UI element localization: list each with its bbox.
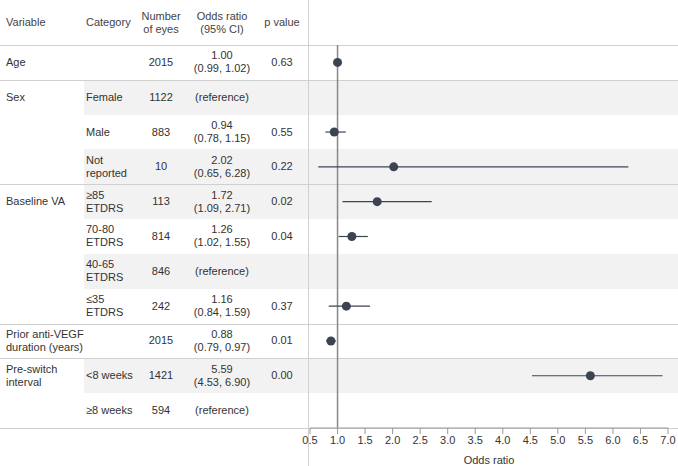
html-text:1421: 1421 bbox=[148, 369, 174, 382]
svg-text:7.0: 7.0 bbox=[660, 434, 670, 446]
html-text:(reference): (reference) bbox=[195, 404, 249, 417]
html-text:0.04: 0.04 bbox=[271, 230, 293, 242]
html-text:0.00: 0.00 bbox=[271, 369, 293, 382]
svg-text:2.0: 2.0 bbox=[385, 434, 400, 446]
html-text:(1.02, 1.55): (1.02, 1.55) bbox=[193, 236, 251, 249]
html-text:≥8 weeks: ≥8 weeks bbox=[86, 404, 133, 417]
html-text:Not reported: Not reported bbox=[86, 153, 127, 179]
html-text:5.59: 5.59 bbox=[211, 362, 233, 375]
html-text:Sex: Sex bbox=[6, 90, 25, 103]
svg-text:5.5: 5.5 bbox=[578, 434, 593, 446]
svg-text:6.0: 6.0 bbox=[605, 434, 620, 446]
html-text:(0.84, 1.59): (0.84, 1.59) bbox=[193, 306, 251, 319]
svg-text:5.0: 5.0 bbox=[550, 434, 565, 446]
svg-text:6.5: 6.5 bbox=[633, 434, 648, 446]
html-text:(reference): (reference) bbox=[195, 90, 249, 103]
html-text:113: 113 bbox=[152, 195, 170, 208]
svg-text:2.5: 2.5 bbox=[413, 434, 428, 446]
html-text:0.55: 0.55 bbox=[271, 125, 293, 138]
html-text:0.22: 0.22 bbox=[271, 160, 293, 173]
html-text:594: 594 bbox=[151, 404, 171, 417]
html-text:(1.09, 2.71): (1.09, 2.71) bbox=[193, 201, 251, 214]
svg-text:1.0: 1.0 bbox=[330, 434, 345, 446]
svg-text:Odds ratio: Odds ratio bbox=[464, 454, 515, 466]
html-text:(0.78, 1.15): (0.78, 1.15) bbox=[193, 132, 251, 144]
svg-text:4.0: 4.0 bbox=[495, 434, 510, 446]
html-text:0.94: 0.94 bbox=[211, 119, 233, 131]
html-text:Number of eyes: Number of eyes bbox=[141, 9, 181, 35]
html-text:≤35 ETDRS: ≤35 ETDRS bbox=[86, 293, 124, 319]
html-text:Female: Female bbox=[86, 90, 123, 103]
html-text:2015: 2015 bbox=[148, 334, 174, 347]
html-text:Male: Male bbox=[86, 125, 110, 138]
html-text:40-65 ETDRS: 40-65 ETDRS bbox=[86, 258, 124, 284]
html-text:Variable: Variable bbox=[6, 16, 46, 28]
html-text:0.37: 0.37 bbox=[271, 299, 293, 312]
html-text:846: 846 bbox=[151, 264, 171, 277]
html-text:Age: Age bbox=[6, 55, 26, 68]
html-text:0.88: 0.88 bbox=[211, 327, 233, 340]
html-text:Odds ratio (95% CI): Odds ratio (95% CI) bbox=[196, 9, 248, 35]
html-text:814: 814 bbox=[151, 230, 171, 242]
html-text:0.02: 0.02 bbox=[271, 195, 293, 208]
svg-text:4.5: 4.5 bbox=[523, 434, 538, 446]
svg-text:1.5: 1.5 bbox=[357, 434, 372, 446]
html-text:(reference): (reference) bbox=[195, 264, 249, 277]
html-text:≥85 ETDRS: ≥85 ETDRS bbox=[86, 188, 124, 214]
svg-text:3.5: 3.5 bbox=[468, 434, 483, 446]
html-text:(0.99, 1.02): (0.99, 1.02) bbox=[193, 62, 251, 75]
html-text:1.16: 1.16 bbox=[211, 293, 233, 306]
html-text:Pre-switch interval: Pre-switch interval bbox=[6, 362, 58, 388]
html-text:(0.65, 6.28): (0.65, 6.28) bbox=[193, 166, 251, 179]
html-text:1.00: 1.00 bbox=[211, 49, 233, 62]
svg-text:0.5: 0.5 bbox=[302, 434, 317, 446]
html-text:Baseline VA: Baseline VA bbox=[6, 195, 66, 208]
html-text:(0.79, 0.97): (0.79, 0.97) bbox=[193, 340, 251, 353]
html-text:Category: Category bbox=[86, 16, 131, 28]
html-text:(4.53, 6.90): (4.53, 6.90) bbox=[193, 375, 251, 388]
html-text:0.01: 0.01 bbox=[271, 334, 293, 347]
html-text:10: 10 bbox=[154, 160, 168, 173]
html-text:Prior anti-VEGF duration (year: Prior anti-VEGF duration (years) bbox=[6, 327, 84, 353]
html-text:1122: 1122 bbox=[149, 90, 173, 103]
html-text:<8 weeks: <8 weeks bbox=[86, 369, 133, 382]
html-text:70-80 ETDRS: 70-80 ETDRS bbox=[86, 223, 124, 249]
html-text:883: 883 bbox=[151, 125, 171, 138]
html-text:2.02: 2.02 bbox=[211, 153, 233, 166]
html-text:p value: p value bbox=[264, 16, 300, 28]
html-text:1.26: 1.26 bbox=[211, 223, 233, 236]
html-text:0.63: 0.63 bbox=[271, 55, 293, 68]
html-text:2015: 2015 bbox=[148, 55, 174, 68]
html-text:1.72: 1.72 bbox=[211, 188, 233, 201]
html-text:242: 242 bbox=[151, 299, 171, 312]
svg-text:3.0: 3.0 bbox=[440, 434, 455, 446]
